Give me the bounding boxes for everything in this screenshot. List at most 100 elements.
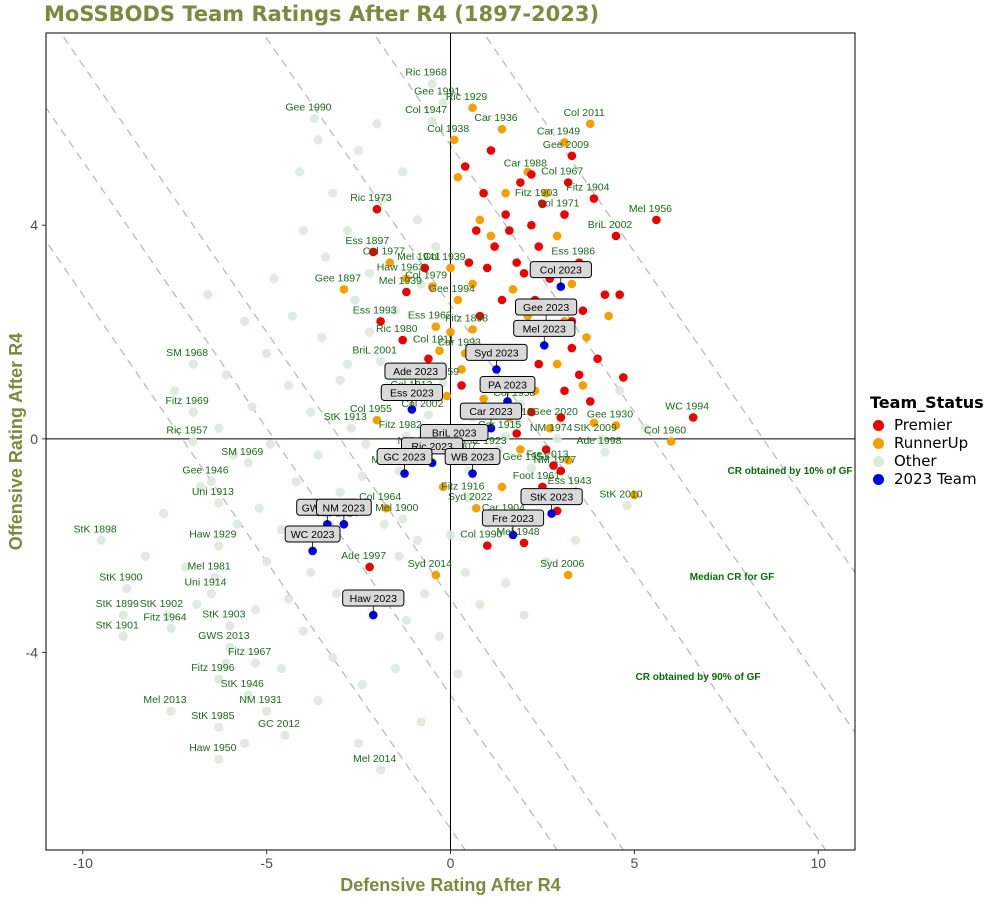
point-premier-44 [574, 370, 584, 380]
reference-line-1 [262, 33, 827, 850]
point-premier-55 [424, 354, 433, 364]
point-other-129 [239, 738, 250, 748]
label-box-bg-nm-2023 [315, 498, 372, 516]
point-other-57 [350, 295, 360, 305]
point-2023-team-gc-2023 [400, 469, 409, 478]
point-runnerup-25 [552, 231, 562, 241]
point-premier-40 [475, 311, 485, 321]
label-2023-stk-2023: StK 2023 [530, 492, 573, 504]
label-box-wc-2023: WC 2023 [284, 525, 341, 551]
point-other-95 [501, 578, 511, 588]
legend-label-2023-team: 2023 Team [894, 470, 977, 488]
label-uni-1914: Uni 1914 [184, 577, 226, 589]
point-other-ric-1957 [188, 436, 198, 447]
point-other-91 [394, 551, 404, 561]
point-premier-col-1971 [560, 210, 569, 219]
point-premier-50 [556, 413, 566, 422]
reference-line-3 [482, 33, 855, 574]
point-premier-42 [567, 343, 577, 353]
point-premier-ade-1997 [365, 562, 374, 572]
label-box-bg-wb-2023 [444, 448, 501, 466]
label-box-bg-syd-2023 [465, 343, 528, 361]
point-labels: Ric 1968 Gee 1991 Col 1947 Gee 1990 SM 1968 F… [74, 67, 710, 765]
point-premier-28 [479, 188, 488, 198]
label-col-1960: Col 1960 [644, 425, 686, 437]
point-other-64 [335, 375, 345, 385]
point-other-93 [460, 567, 470, 577]
label-nm-1977: NM 1977 [534, 454, 577, 466]
label-box-gc-2023: GC 2023 [376, 448, 433, 474]
point-other-fitz-1916 [464, 492, 474, 503]
point-runnerup-col-2011 [585, 119, 595, 129]
label-box-bg-gee-2023 [515, 298, 578, 316]
label-ess-1962: Ess 1962 [408, 310, 452, 322]
label-2023-gee-2023: Gee 2023 [523, 302, 569, 314]
point-other-104 [342, 225, 353, 236]
point-other-nm-1931 [262, 706, 272, 716]
point-other-stk-1902 [162, 610, 172, 620]
label-mel-1981: Mel 1981 [188, 561, 231, 573]
point-other-71 [291, 476, 301, 487]
point-premier-43 [593, 354, 602, 364]
label-wc-1994: WC 1994 [665, 400, 709, 412]
point-other-gws-2013 [225, 642, 235, 652]
label-ade-1997: Ade 1997 [341, 550, 386, 562]
point-premier-61 [505, 226, 514, 235]
label-stk-1900: StK 1900 [99, 571, 142, 583]
point-other-98 [453, 669, 463, 679]
point-other-88 [401, 615, 411, 625]
label-2023-wb-2023: WB 2023 [451, 452, 494, 464]
label-box-fre-2023: Fre 2023 [481, 509, 545, 535]
point-premier-25 [460, 162, 470, 171]
label-box-stk-2023: StK 2023 [520, 488, 583, 514]
point-other-fitz-1996 [214, 674, 224, 684]
point-other-130 [295, 167, 305, 177]
label-col-1911: Col 1911 [413, 334, 454, 346]
point-premier-36 [600, 290, 610, 299]
point-other-car-1915 [501, 431, 511, 441]
label-box-haw-2023: Haw 2023 [342, 589, 405, 616]
label-fitz-1964: Fitz 1964 [143, 611, 186, 623]
label-fitz-1996: Fitz 1996 [191, 662, 234, 674]
label-ess-1986: Ess 1986 [551, 246, 595, 258]
point-premier-mel-1939 [402, 287, 411, 297]
point-other-mel-1900 [398, 514, 408, 524]
label-box-nm-2023: NM 2023 [315, 498, 372, 525]
label-box-syd-2023: Syd 2023 [465, 343, 528, 370]
point-premier-30 [527, 220, 536, 230]
label-ade-1998: Ade 1998 [576, 435, 621, 447]
point-premier-32 [490, 242, 499, 251]
point-other-mel-2014 [376, 765, 386, 775]
series-runnerup [339, 103, 676, 580]
label-ric-1973: Ric 1973 [350, 192, 392, 204]
label-nm-1974: NM 1974 [530, 422, 573, 434]
label-box-car-2023: Car 2023 [459, 402, 523, 429]
label-ric-1929: Ric 1929 [446, 91, 488, 103]
label-stk-1985: StK 1985 [191, 710, 234, 722]
point-2023-team-syd-2023 [492, 365, 501, 374]
point-runnerup-51 [446, 327, 455, 337]
point-premier-46 [534, 359, 544, 369]
point-premier-mel-1948 [519, 538, 529, 548]
point-other-133 [203, 290, 213, 300]
point-runnerup-gee-1930 [611, 421, 621, 430]
point-other-77 [262, 557, 272, 567]
point-premier-fitz-1904 [589, 194, 599, 203]
point-runnerup-24 [486, 231, 496, 241]
point-runnerup-col-1977 [385, 258, 395, 267]
point-other-stk-1913 [346, 423, 356, 433]
x-axis-title: Defensive Rating After R4 [340, 875, 560, 895]
point-other-132 [372, 119, 382, 129]
point-premier-57 [615, 290, 624, 299]
label-gee-2009: Gee 2009 [543, 139, 589, 151]
point-premier-fitz-1903 [538, 199, 547, 209]
label-gee-2020: Gee 2020 [532, 406, 578, 418]
point-other-gee-1951 [526, 463, 537, 473]
legend-item-premier: Premier [870, 416, 984, 434]
point-runnerup-31 [604, 311, 613, 321]
label-mel-2013: Mel 2013 [143, 694, 186, 706]
point-other-gc-2012 [280, 730, 290, 740]
legend-label-premier: Premier [894, 416, 953, 434]
point-runnerup-ess-1962 [431, 322, 441, 331]
